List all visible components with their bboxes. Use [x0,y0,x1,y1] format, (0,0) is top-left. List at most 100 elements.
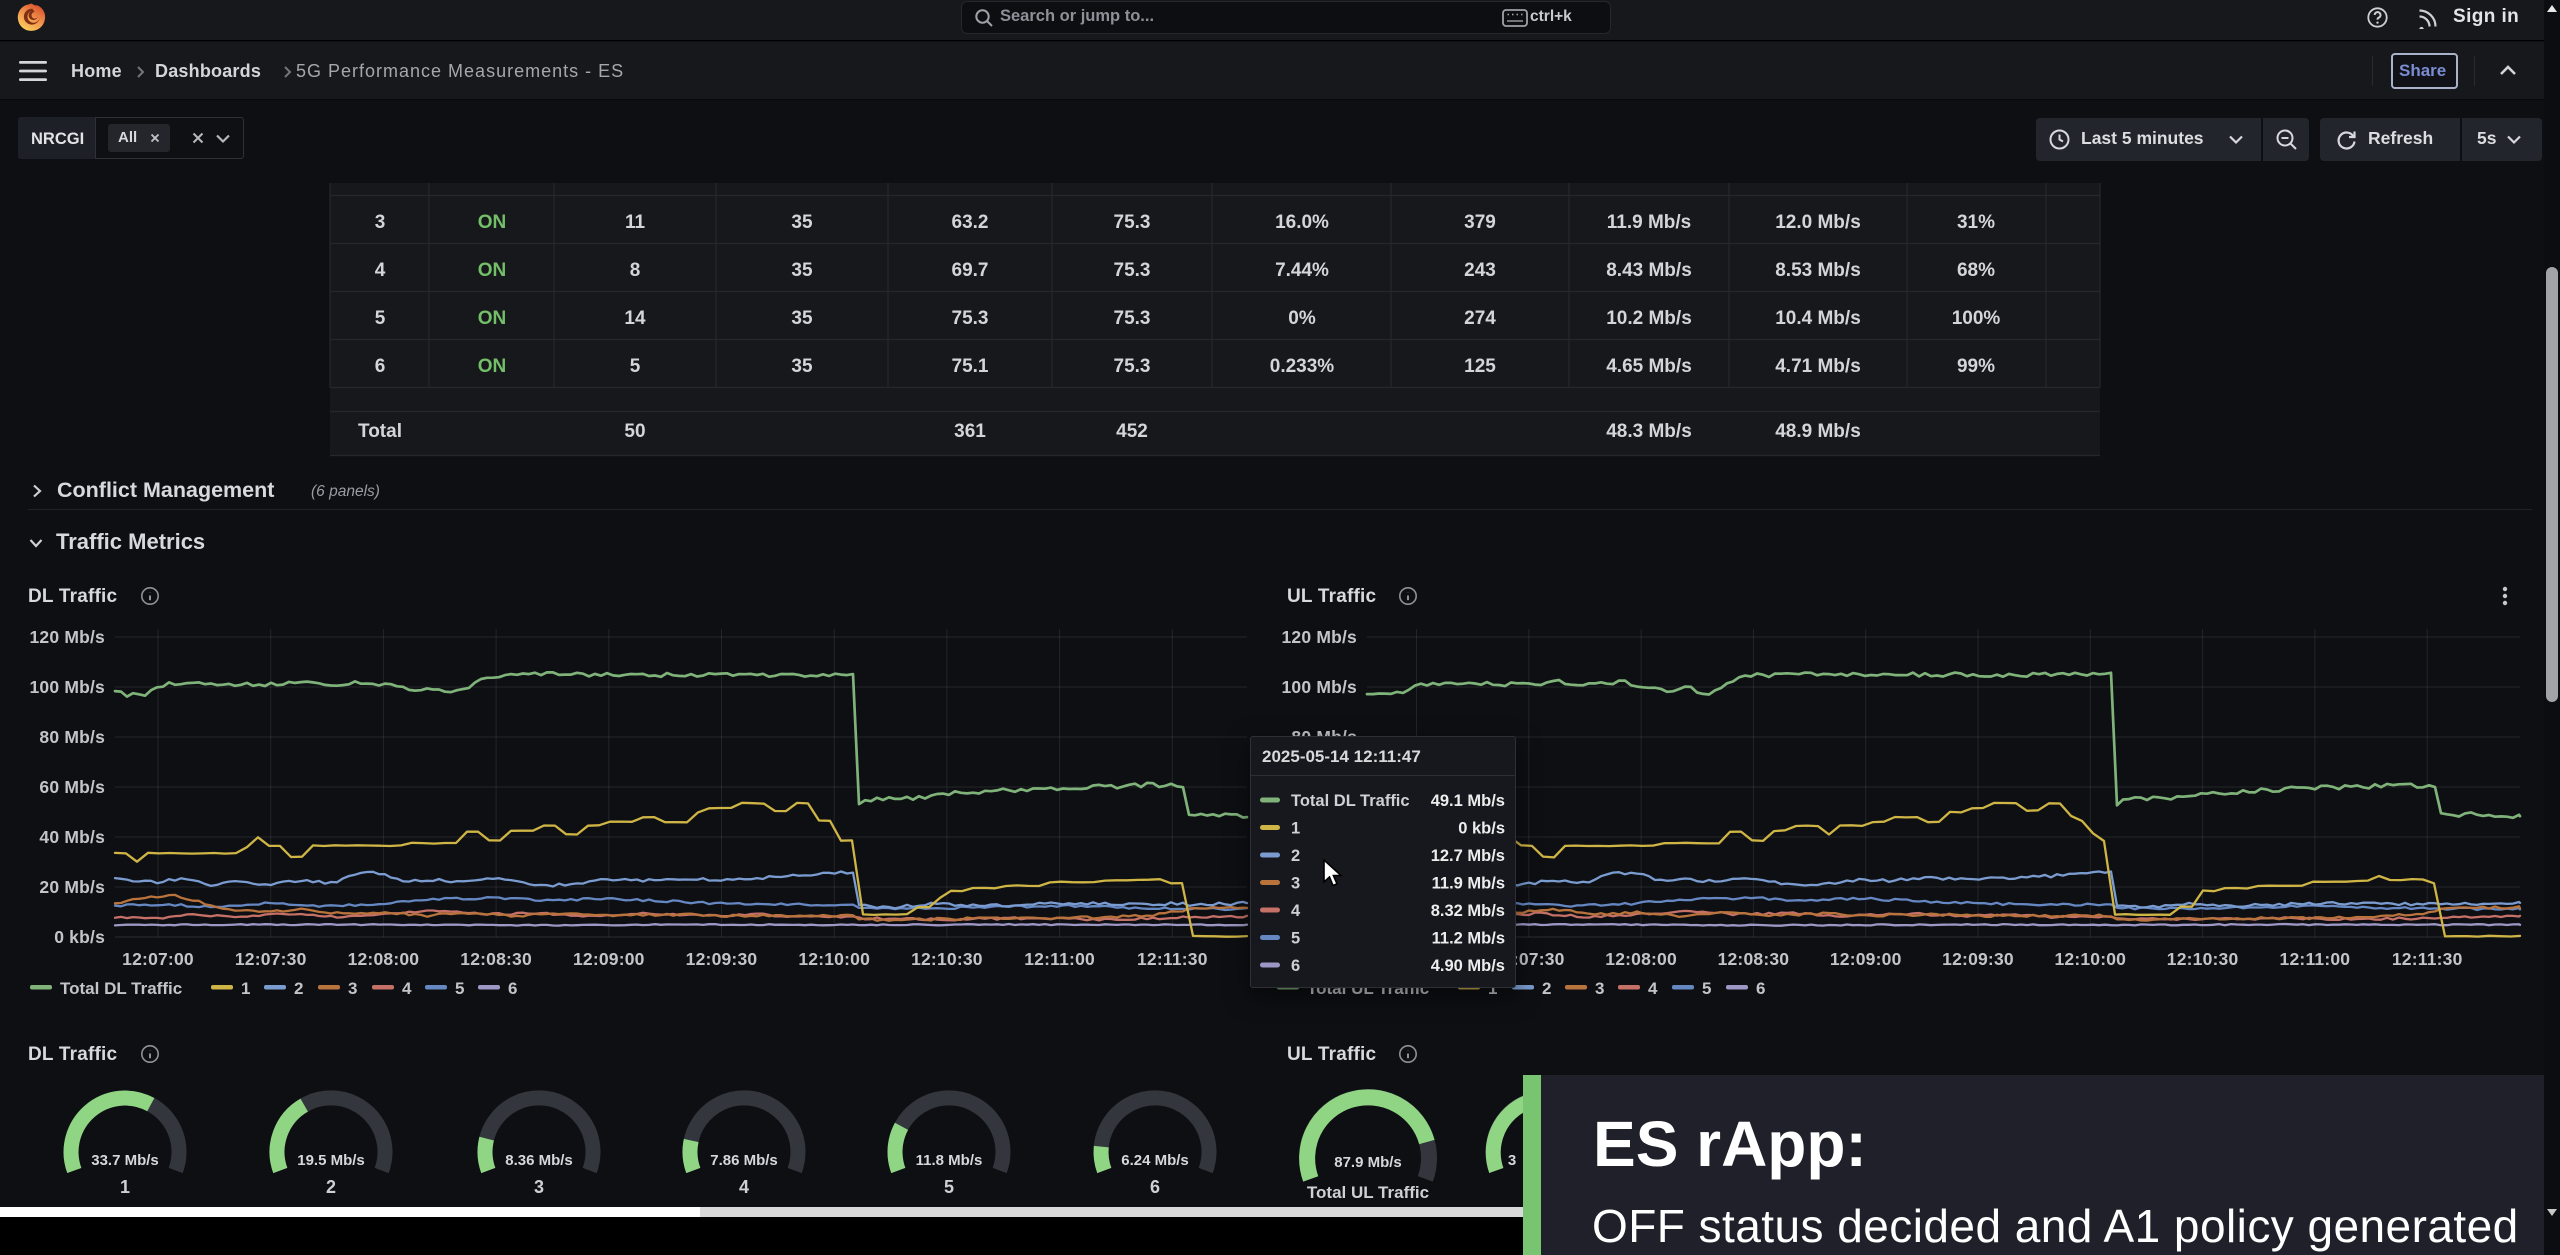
svg-text:8.43 Mb/s: 8.43 Mb/s [1606,260,1692,281]
svg-text:50: 50 [624,421,645,442]
svg-text:8.53 Mb/s: 8.53 Mb/s [1775,260,1861,281]
svg-text:12:11:30: 12:11:30 [1137,949,1208,969]
svg-text:ON: ON [478,308,507,329]
svg-text:100 Mb/s: 100 Mb/s [1281,677,1357,697]
svg-text:12:09:00: 12:09:00 [1830,949,1902,969]
svg-text:3: 3 [375,212,386,233]
svg-text:69.7: 69.7 [952,260,989,281]
svg-text:20 Mb/s: 20 Mb/s [39,877,105,897]
svg-text:12:11:00: 12:11:00 [2280,949,2351,969]
svg-text:11.2 Mb/s: 11.2 Mb/s [1432,930,1505,948]
svg-text:19.5 Mb/s: 19.5 Mb/s [297,1152,365,1169]
svg-text:5: 5 [1291,930,1300,948]
svg-text:3: 3 [1508,1152,1516,1169]
svg-text:3: 3 [348,979,357,998]
svg-text:2: 2 [326,1177,336,1197]
svg-text:48.9 Mb/s: 48.9 Mb/s [1775,421,1861,442]
svg-text:12:09:30: 12:09:30 [1942,949,2014,969]
svg-text:48.3 Mb/s: 48.3 Mb/s [1606,421,1692,442]
svg-text:4: 4 [402,979,412,998]
svg-text:75.3: 75.3 [1114,212,1151,233]
svg-text:60 Mb/s: 60 Mb/s [39,777,105,797]
svg-text:6: 6 [1291,957,1300,975]
svg-text:12:08:30: 12:08:30 [460,949,532,969]
svg-text:4.65 Mb/s: 4.65 Mb/s [1606,356,1692,377]
svg-text:1: 1 [1291,820,1300,838]
svg-text:0%: 0% [1288,308,1316,329]
svg-text:0 kb/s: 0 kb/s [54,927,105,947]
svg-text:12:10:30: 12:10:30 [911,949,983,969]
svg-text:125: 125 [1464,356,1496,377]
svg-text:12:07:30: 12:07:30 [235,949,307,969]
svg-text:11.9 Mb/s: 11.9 Mb/s [1607,212,1692,233]
svg-text:Total UL Traffic: Total UL Traffic [1307,1183,1429,1202]
svg-text:5: 5 [455,979,464,998]
svg-text:3: 3 [1291,875,1300,893]
svg-text:87.9 Mb/s: 87.9 Mb/s [1334,1154,1402,1171]
svg-text:4: 4 [739,1177,749,1197]
svg-text:Total: Total [358,421,402,442]
svg-text:33.7 Mb/s: 33.7 Mb/s [91,1152,159,1169]
svg-text:2: 2 [1291,847,1300,865]
svg-text:12:08:30: 12:08:30 [1718,949,1790,969]
svg-text:ON: ON [478,212,507,233]
svg-text:2: 2 [294,979,303,998]
svg-text:12:10:00: 12:10:00 [798,949,870,969]
svg-text:379: 379 [1464,212,1496,233]
svg-text:4: 4 [1648,979,1658,998]
svg-text:11.9 Mb/s: 11.9 Mb/s [1432,875,1505,893]
svg-text:75.3: 75.3 [1114,308,1151,329]
svg-text:7.86 Mb/s: 7.86 Mb/s [710,1152,778,1169]
svg-text:6: 6 [1756,979,1765,998]
svg-text:4: 4 [375,260,386,281]
svg-text:5: 5 [1702,979,1711,998]
svg-text:12.7 Mb/s: 12.7 Mb/s [1431,847,1505,865]
svg-text:4.90 Mb/s: 4.90 Mb/s [1431,957,1505,975]
svg-text:5: 5 [630,356,641,377]
svg-text:8.32 Mb/s: 8.32 Mb/s [1431,902,1505,920]
svg-text:14: 14 [624,308,646,329]
svg-text:12:10:00: 12:10:00 [2054,949,2126,969]
svg-text:100 Mb/s: 100 Mb/s [29,677,105,697]
svg-text:35: 35 [791,308,813,329]
svg-text:12:07:00: 12:07:00 [122,949,194,969]
svg-text:68%: 68% [1957,260,1995,281]
svg-text:10.4 Mb/s: 10.4 Mb/s [1775,308,1861,329]
svg-text:12:08:00: 12:08:00 [1605,949,1677,969]
svg-text:8.36 Mb/s: 8.36 Mb/s [505,1152,573,1169]
svg-text:8: 8 [630,260,641,281]
svg-text:31%: 31% [1957,212,1995,233]
svg-text:6: 6 [508,979,517,998]
svg-text:75.3: 75.3 [1114,260,1151,281]
svg-text:ON: ON [478,260,507,281]
svg-text:274: 274 [1464,308,1496,329]
svg-text:1: 1 [120,1177,130,1197]
svg-text:5: 5 [944,1177,954,1197]
svg-text:ON: ON [478,356,507,377]
svg-text:35: 35 [791,356,813,377]
svg-text:361: 361 [954,421,986,442]
svg-text:3: 3 [534,1177,544,1197]
svg-text:16.0%: 16.0% [1275,212,1329,233]
svg-text:12.0 Mb/s: 12.0 Mb/s [1775,212,1861,233]
svg-text:11.8 Mb/s: 11.8 Mb/s [916,1152,983,1169]
svg-text:12:08:00: 12:08:00 [348,949,420,969]
svg-text:12:09:30: 12:09:30 [686,949,758,969]
svg-text:75.3: 75.3 [1114,356,1151,377]
svg-text:35: 35 [791,260,813,281]
svg-text:12:10:30: 12:10:30 [2167,949,2239,969]
svg-text:12:11:30: 12:11:30 [2392,949,2463,969]
svg-text:75.3: 75.3 [952,308,989,329]
svg-text:Total DL Traffic: Total DL Traffic [1291,792,1410,810]
svg-text:100%: 100% [1952,308,2001,329]
svg-text:2: 2 [1542,979,1551,998]
svg-text:6: 6 [1150,1177,1160,1197]
svg-text:0.233%: 0.233% [1270,356,1335,377]
svg-text:4.71 Mb/s: 4.71 Mb/s [1775,356,1861,377]
svg-text:4: 4 [1291,902,1301,920]
svg-text:1: 1 [241,979,250,998]
svg-text:6: 6 [375,356,386,377]
svg-text:Total DL Traffic: Total DL Traffic [60,979,182,998]
svg-text:35: 35 [791,212,813,233]
svg-text:10.2 Mb/s: 10.2 Mb/s [1606,308,1692,329]
